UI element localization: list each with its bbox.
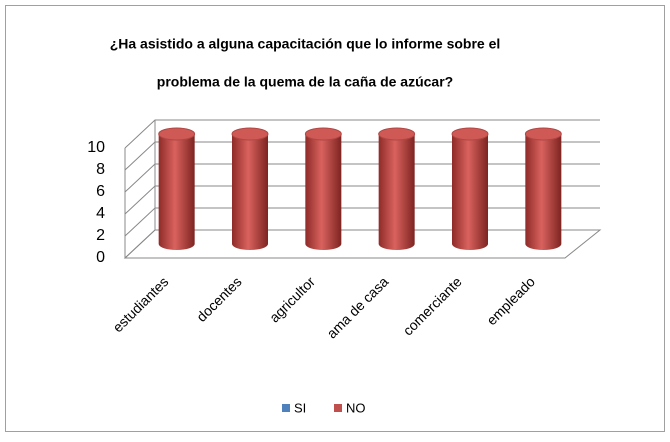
y-tick-label: 6 bbox=[96, 183, 105, 200]
bar-top bbox=[231, 127, 269, 141]
bar bbox=[378, 134, 415, 250]
grid-line bbox=[124, 185, 600, 215]
y-tick-label: 10 bbox=[87, 139, 105, 156]
y-tick-label: 8 bbox=[96, 161, 105, 178]
bar-top bbox=[451, 127, 489, 141]
bar-top bbox=[158, 127, 196, 141]
bar bbox=[305, 134, 342, 250]
grid-line bbox=[124, 207, 600, 237]
legend-label: SI bbox=[294, 400, 306, 415]
chart-title: ¿Ha asistido a alguna capacitación que l… bbox=[110, 36, 501, 52]
grid-line bbox=[124, 119, 600, 149]
legend-swatch bbox=[282, 404, 290, 412]
legend-swatch bbox=[334, 404, 342, 412]
bar-top bbox=[378, 127, 416, 141]
legend-label: NO bbox=[346, 400, 366, 415]
grid-line bbox=[124, 163, 600, 193]
y-tick-label: 2 bbox=[96, 227, 105, 244]
bar bbox=[525, 134, 562, 250]
chart-title: problema de la quema de la caña de azúca… bbox=[157, 74, 453, 90]
bar bbox=[158, 134, 195, 250]
y-tick-label: 4 bbox=[96, 205, 105, 222]
bar bbox=[232, 134, 268, 250]
grid-line bbox=[124, 141, 600, 171]
grid-line bbox=[124, 229, 600, 259]
bar-top bbox=[304, 127, 342, 141]
y-tick-label: 0 bbox=[96, 249, 105, 266]
bar bbox=[452, 134, 488, 250]
bar-top bbox=[524, 127, 562, 141]
